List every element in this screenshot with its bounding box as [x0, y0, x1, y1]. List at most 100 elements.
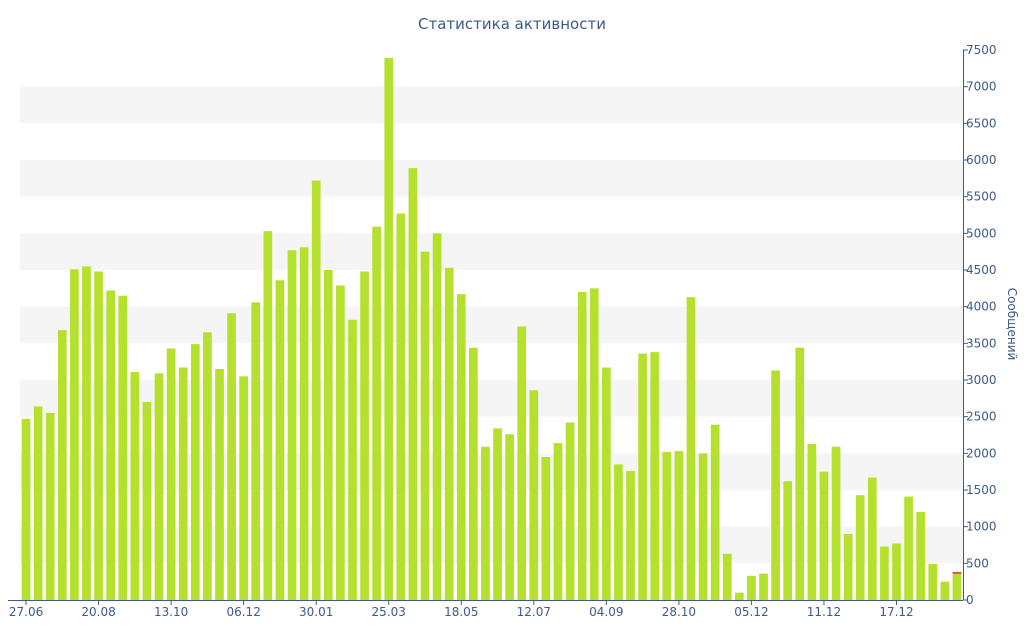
- bar: [626, 470, 635, 600]
- y-tick-label: 3000: [966, 373, 997, 387]
- bar: [541, 457, 551, 600]
- y-tick-label: 7500: [966, 43, 997, 57]
- bar: [33, 406, 43, 600]
- bar: [529, 390, 539, 600]
- bar: [251, 302, 261, 600]
- y-tick-label: 7000: [966, 80, 997, 94]
- bar: [867, 477, 877, 600]
- y-tick-label: 2000: [966, 446, 997, 460]
- bar: [444, 267, 454, 600]
- bar: [94, 271, 103, 600]
- bar: [928, 564, 938, 600]
- bar: [614, 464, 623, 600]
- bar: [336, 285, 345, 600]
- bar: [783, 481, 793, 600]
- bar: [215, 369, 224, 600]
- x-tick-label: 17.12: [879, 605, 913, 619]
- grid-band: [20, 306, 963, 344]
- bar: [589, 288, 599, 600]
- x-tick-label: 27.06: [9, 605, 43, 619]
- grid-band: [20, 160, 963, 197]
- bar: [880, 546, 889, 600]
- y-tick-label: 4500: [966, 263, 997, 277]
- bar: [734, 592, 744, 600]
- grid-band: [20, 233, 963, 270]
- bar: [456, 294, 466, 600]
- x-axis: 27.06 20.08 13.10 06.12 30.01 25.03 18.05 12.07…: [8, 600, 963, 619]
- bar: [795, 347, 805, 600]
- bar: [469, 347, 478, 600]
- bar: [432, 233, 442, 600]
- bar: [855, 495, 865, 600]
- bar: [940, 581, 950, 600]
- bar: [904, 496, 913, 600]
- bar-highlight: [952, 571, 962, 574]
- bar: [819, 471, 829, 600]
- bar: [747, 575, 756, 600]
- x-tick-label: 05.12: [734, 605, 768, 619]
- bar: [517, 326, 527, 600]
- bar: [299, 247, 309, 600]
- bar: [57, 330, 67, 600]
- bar: [118, 295, 128, 600]
- bar: [674, 451, 684, 600]
- y-axis: 0 500 1000 1500 2000 2500 3000 3500 4000 4500 5000…: [963, 43, 997, 607]
- bar: [45, 413, 55, 600]
- grid-band: [20, 526, 963, 564]
- bar: [360, 271, 369, 600]
- x-tick-label: 30.01: [299, 605, 333, 619]
- bar: [638, 353, 647, 600]
- y-tick-label: 5000: [966, 226, 997, 240]
- bar: [287, 250, 297, 600]
- bars: [21, 58, 962, 601]
- bar: [662, 451, 672, 600]
- x-tick-label: 04.09: [589, 605, 623, 619]
- y-tick-label: 2500: [966, 410, 997, 424]
- bar: [759, 573, 768, 600]
- bar: [698, 453, 708, 600]
- y-tick-label: 6000: [966, 153, 997, 167]
- bar: [831, 446, 841, 600]
- y-tick-label: 1500: [966, 483, 997, 497]
- x-tick-label: 12.07: [517, 605, 551, 619]
- y-tick-label: 500: [966, 556, 989, 570]
- y-tick-label: 0: [966, 593, 974, 607]
- grid-band: [20, 380, 963, 417]
- bar: [323, 270, 333, 600]
- x-tick-label: 28.10: [662, 605, 696, 619]
- bar: [577, 292, 587, 600]
- bar: [311, 180, 321, 600]
- bar: [505, 434, 514, 600]
- x-tick-label: 25.03: [372, 605, 406, 619]
- y-tick-label: 1000: [966, 520, 997, 534]
- bar: [203, 332, 212, 600]
- bar: [384, 58, 394, 600]
- bar: [372, 226, 381, 601]
- bar: [650, 352, 660, 600]
- bar: [154, 373, 164, 600]
- y-tick-label: 4000: [966, 300, 997, 314]
- bar: [190, 344, 200, 600]
- bar: [843, 534, 853, 600]
- bar: [892, 543, 901, 600]
- bar: [602, 367, 611, 600]
- bar: [263, 231, 273, 600]
- bar: [82, 266, 91, 600]
- bar: [565, 422, 575, 600]
- bar: [686, 297, 696, 600]
- y-tick-label: 6500: [966, 116, 997, 130]
- bar: [227, 313, 236, 600]
- x-tick-label: 06.12: [226, 605, 260, 619]
- grid-band: [20, 453, 963, 490]
- bar: [166, 348, 176, 600]
- bar: [239, 376, 249, 600]
- x-tick-label: 20.08: [81, 605, 115, 619]
- y-tick-label: 5500: [966, 190, 997, 204]
- bar: [916, 512, 926, 600]
- bar: [493, 428, 502, 600]
- chart-title: Статистика активности: [418, 15, 606, 33]
- x-tick-label: 18.05: [444, 605, 478, 619]
- x-tick-label: 13.10: [154, 605, 188, 619]
- bar: [420, 251, 430, 601]
